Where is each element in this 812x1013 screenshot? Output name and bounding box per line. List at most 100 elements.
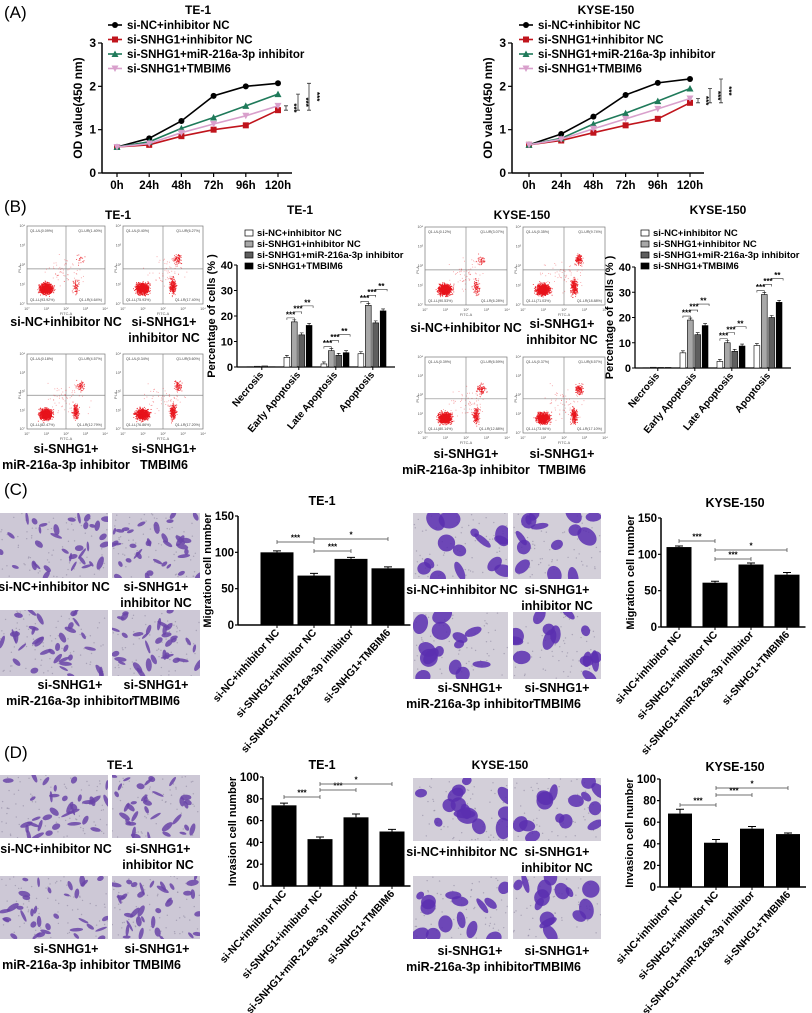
event-dot	[47, 414, 49, 416]
event-dot	[140, 411, 141, 413]
event-dot	[176, 381, 178, 383]
event-dot	[150, 409, 152, 410]
event-dot	[180, 255, 182, 257]
event-dot	[75, 404, 76, 406]
event-dot	[172, 276, 174, 277]
event-dot	[57, 412, 59, 414]
event-dot	[47, 419, 49, 421]
event-dot	[78, 415, 79, 417]
event-dot	[39, 286, 40, 288]
event-dot	[148, 413, 150, 415]
event-dot	[172, 416, 174, 418]
event-dot	[174, 283, 176, 285]
event-dot	[44, 271, 46, 273]
event-dot	[144, 293, 146, 295]
event-dot	[47, 283, 49, 285]
event-dot	[174, 416, 176, 418]
event-dot	[177, 385, 179, 387]
data-point	[687, 75, 693, 82]
event-dot	[83, 383, 85, 385]
x-tick-label: 10³	[83, 432, 89, 436]
event-dot	[176, 411, 178, 413]
event-dot	[76, 405, 77, 407]
event-dot	[45, 408, 47, 410]
scatter-dots	[132, 380, 186, 424]
event-dot	[173, 286, 174, 288]
event-dot	[42, 291, 44, 293]
event-dot	[174, 412, 176, 414]
event-dot	[62, 405, 63, 407]
event-dot	[160, 279, 162, 281]
x-tick-label: 48h	[583, 180, 603, 192]
event-dot	[40, 283, 42, 285]
event-dot	[42, 408, 44, 410]
event-dot	[137, 415, 139, 417]
event-dot	[169, 286, 171, 288]
event-dot	[44, 414, 46, 416]
event-dot	[47, 294, 49, 296]
event-dot	[138, 411, 139, 413]
event-dot	[42, 288, 44, 290]
event-dot	[77, 413, 79, 415]
event-dot	[78, 386, 80, 387]
event-dot	[43, 418, 45, 420]
event-dot	[147, 413, 149, 415]
event-dot	[137, 284, 139, 286]
event-dot	[144, 293, 145, 295]
panel-label: (C)	[4, 480, 28, 499]
event-dot	[172, 284, 174, 286]
event-dot	[140, 413, 142, 415]
event-dot	[141, 412, 142, 414]
event-dot	[76, 284, 78, 286]
event-dot	[152, 272, 154, 274]
event-dot	[140, 291, 142, 293]
event-dot	[73, 406, 75, 408]
data-point	[111, 65, 119, 72]
event-dot	[40, 291, 42, 292]
event-dot	[146, 412, 148, 414]
event-dot	[61, 397, 63, 399]
event-dot	[142, 418, 144, 420]
event-dot	[50, 283, 52, 285]
event-dot	[139, 288, 141, 290]
event-dot	[139, 409, 141, 411]
event-dot	[175, 260, 176, 262]
event-dot	[176, 384, 177, 386]
event-dot	[62, 391, 64, 393]
event-dot	[179, 260, 180, 262]
event-dot	[46, 414, 48, 416]
event-dot	[176, 386, 178, 388]
event-dot	[140, 408, 142, 410]
event-dot	[48, 267, 50, 269]
event-dot	[175, 254, 177, 256]
event-dot	[71, 392, 73, 394]
event-dot	[172, 259, 174, 261]
event-dot	[149, 284, 151, 286]
event-dot	[141, 410, 143, 412]
event-dot	[161, 281, 163, 282]
event-dot	[172, 409, 174, 411]
event-dot	[42, 291, 44, 293]
significance-bracket	[696, 98, 700, 104]
event-dot	[171, 417, 173, 419]
event-dot	[138, 285, 140, 287]
event-dot	[137, 417, 139, 419]
x-tick-label: 72h	[616, 180, 636, 192]
event-dot	[142, 291, 144, 292]
event-dot	[49, 417, 50, 419]
event-dot	[171, 282, 173, 283]
event-dot	[140, 286, 142, 288]
event-dot	[136, 288, 138, 290]
event-dot	[142, 294, 143, 296]
event-dot	[136, 415, 138, 417]
event-dot	[52, 412, 54, 414]
event-dot	[44, 288, 46, 290]
event-dot	[146, 286, 148, 288]
event-dot	[54, 402, 56, 404]
event-dot	[174, 273, 176, 275]
event-dot	[137, 293, 139, 295]
event-dot	[67, 274, 69, 276]
event-dot	[169, 415, 171, 417]
event-dot	[59, 266, 61, 268]
event-dot	[82, 384, 84, 386]
